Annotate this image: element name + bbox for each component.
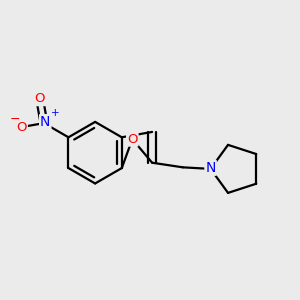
Text: N: N xyxy=(40,115,50,129)
Text: O: O xyxy=(34,92,45,105)
Text: O: O xyxy=(16,121,27,134)
Text: N: N xyxy=(206,161,216,175)
Text: O: O xyxy=(127,133,138,146)
Text: +: + xyxy=(51,108,60,118)
Text: −: − xyxy=(10,113,20,126)
